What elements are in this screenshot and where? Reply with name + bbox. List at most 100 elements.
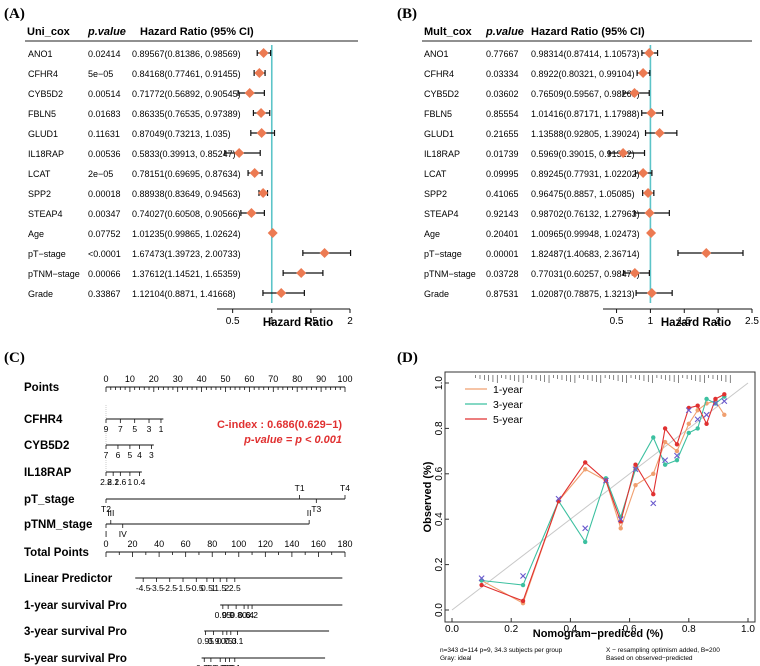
row-ci-text: 0.5833(0.39913, 0.85247): [132, 149, 236, 159]
row-pvalue: 0.03334: [486, 69, 519, 79]
nomogram-tick-label: 20: [128, 539, 138, 549]
y-tick-label: 0.0: [434, 603, 445, 617]
panel-a-label: (A): [4, 6, 25, 22]
row-pvalue: 0.87531: [486, 289, 519, 299]
row-ci-text: 1.13588(0.92805, 1.39024): [531, 129, 640, 139]
series-point: [704, 421, 709, 427]
panel-a-header-col2: p.value: [87, 26, 126, 38]
x-tick-label: 1: [269, 316, 275, 327]
panel-b-header-col1: Mult_cox: [424, 26, 473, 38]
nomogram-row-label: 1-year survival Pro: [24, 600, 127, 612]
row-name: Age: [28, 229, 44, 239]
nomogram-tick-label: -0.5: [189, 583, 204, 593]
hr-diamond: [646, 288, 657, 298]
hr-diamond: [276, 288, 287, 298]
nomogram-tick-label: 0.5: [201, 583, 213, 593]
series-point: [686, 421, 691, 427]
row-ci-text: 1.01416(0.87171, 1.17988): [531, 109, 640, 119]
row-ci-text: 1.01235(0.99865, 1.02624): [132, 229, 241, 239]
nomogram-tick-label: T3: [311, 504, 321, 514]
hr-diamond: [644, 48, 655, 58]
panel-a-forest: ANO1 0.02414 0.89567(0.81386, 0.98569) CFHR…: [28, 45, 353, 327]
resample-x-marker: [712, 400, 719, 407]
row-pvalue: 5e−05: [88, 69, 113, 79]
series-point: [479, 582, 484, 588]
series-point: [633, 482, 638, 488]
panel-d-calibration: 0.0 0.2 0.4 0.6 0.8 1.0 0.0 0.2 0.4 0.6 0.8 1.0 1-ye…: [434, 375, 755, 635]
hr-diamond: [258, 48, 269, 58]
y-tick-label: 0.2: [434, 557, 445, 571]
row-name: Grade: [28, 289, 53, 299]
row-name: STEAP4: [28, 209, 63, 219]
row-ci-text: 0.77031(0.60257, 0.98474): [531, 269, 640, 279]
nomogram-row-label: IL18RAP: [24, 467, 72, 479]
panel-a-header-col3: Hazard Ratio (95% CI): [140, 26, 254, 38]
x-tick-label: 0.6: [623, 624, 637, 635]
y-tick-label: 1.0: [434, 376, 445, 390]
nomogram-tick-label: 5: [128, 450, 133, 460]
row-name: pTNM−stage: [424, 269, 476, 279]
nomogram-row-label: pTNM_stage: [24, 519, 92, 531]
row-name: ANO1: [28, 49, 53, 59]
row-name: Grade: [424, 289, 449, 299]
row-pvalue: 0.09995: [486, 169, 519, 179]
nomogram-tick-label: 60: [244, 374, 254, 384]
nomogram-tick-label: IV: [119, 529, 127, 539]
nomogram-tick-label: 0.5: [221, 636, 233, 646]
row-name: GLUD1: [28, 129, 58, 139]
hr-diamond: [234, 148, 245, 158]
row-ci-text: 1.82487(1.40683, 2.36714): [531, 249, 640, 259]
row-pvalue: 0.41065: [486, 189, 519, 199]
series-point: [583, 460, 588, 465]
series-point: [651, 492, 656, 497]
row-ci-text: 1.02087(0.78875, 1.3213): [531, 289, 635, 299]
nomogram-tick-label: 0: [103, 539, 108, 549]
panel-d-label: (D): [397, 350, 418, 366]
row-pvalue: 0.77667: [486, 49, 519, 59]
hr-diamond: [644, 208, 655, 218]
resample-x-marker: [520, 572, 527, 579]
row-ci-text: 0.78151(0.69695, 0.87634): [132, 169, 241, 179]
panel-d-ylabel: Observed (%): [422, 461, 434, 532]
nomogram-tick-label: 0.9: [222, 610, 234, 620]
nomogram-tick-label: 0.7: [217, 636, 229, 646]
row-pvalue: 0.85554: [486, 109, 519, 119]
hr-diamond: [267, 228, 278, 238]
row-ci-text: 0.71772(0.56892, 0.90545): [132, 89, 241, 99]
nomogram-tick-label: 0.8: [230, 610, 242, 620]
hr-diamond: [646, 108, 657, 118]
series-point: [662, 439, 668, 445]
nomogram-tick-label: 40: [154, 539, 164, 549]
x-tick-label: 1.0: [741, 624, 755, 635]
nomogram-tick-label: 0.4: [134, 477, 146, 487]
nomogram-tick-label: 0.4: [242, 610, 254, 620]
nomogram-tick-label: 50: [220, 374, 230, 384]
row-ci-text: 0.89567(0.81386, 0.98569): [132, 49, 241, 59]
nomogram-tick-label: 2.2: [107, 477, 119, 487]
panel-d-xlabel: Nomogram−prediced (%): [533, 628, 664, 640]
hr-diamond: [246, 208, 257, 218]
series-point: [651, 471, 656, 476]
row-ci-text: 0.5969(0.39015, 0.91322): [531, 149, 635, 159]
row-pvalue: 0.02414: [88, 49, 121, 59]
series-point: [695, 403, 700, 408]
hr-diamond: [701, 248, 712, 258]
series-point: [722, 412, 727, 417]
hr-diamond: [244, 88, 255, 98]
nomogram-tick-label: 0: [103, 374, 108, 384]
nomogram-tick-label: T4: [340, 483, 350, 493]
row-pvalue: 0.00001: [486, 249, 519, 259]
row-ci-text: 0.86335(0.76535, 0.97389): [132, 109, 241, 119]
hr-diamond: [249, 168, 260, 178]
resample-x-marker: [703, 411, 710, 418]
nomogram-tick-label: 3: [147, 424, 152, 434]
hr-diamond: [638, 168, 649, 178]
panel-b-forest: ANO1 0.77667 0.98314(0.87414, 1.10573) CFHR…: [424, 45, 759, 327]
row-pvalue: 0.33867: [88, 289, 121, 299]
row-pvalue: 0.03602: [486, 89, 519, 99]
series-point: [662, 462, 668, 467]
series-point: [674, 448, 680, 454]
row-ci-text: 1.12104(0.8871, 1.41668): [132, 289, 236, 299]
nomogram-tick-label: 7: [104, 450, 109, 460]
nomogram-row-label: pT_stage: [24, 494, 75, 506]
